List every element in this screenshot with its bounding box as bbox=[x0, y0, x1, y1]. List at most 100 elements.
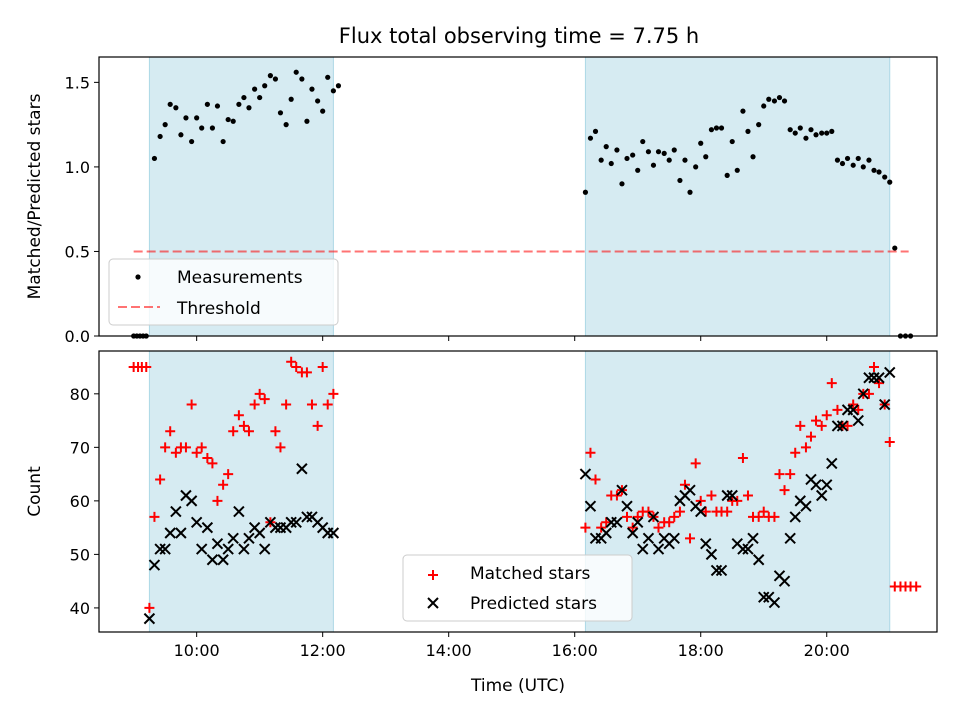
measurement-point bbox=[829, 128, 835, 134]
matched-marker bbox=[249, 399, 260, 410]
observing-band-1 bbox=[148, 350, 334, 633]
predicted-marker bbox=[821, 479, 833, 491]
measurement-point bbox=[277, 110, 284, 116]
legend-predicted-label: Predicted stars bbox=[470, 594, 597, 614]
predicted-marker bbox=[600, 527, 612, 539]
matched-marker bbox=[853, 404, 864, 415]
matched-marker bbox=[301, 367, 312, 378]
measurement-point bbox=[671, 147, 677, 153]
measurement-point bbox=[750, 154, 756, 160]
matched-marker bbox=[165, 426, 176, 437]
predicted-marker bbox=[159, 543, 171, 555]
matched-marker bbox=[627, 522, 638, 533]
predicted-marker bbox=[611, 516, 623, 528]
measurement-point bbox=[661, 150, 667, 156]
measurement-point bbox=[209, 125, 216, 131]
matched-marker bbox=[795, 420, 806, 431]
legend-matched-label: Matched stars bbox=[470, 564, 590, 584]
top-panel: 0.0 0.5 1.0 1.5 Matched/Predicted stars Measu… bbox=[25, 56, 938, 346]
predicted-marker bbox=[863, 372, 875, 384]
chart-title: Flux total observing time = 7.75 h bbox=[339, 24, 699, 48]
matched-marker bbox=[601, 517, 612, 528]
matched-marker bbox=[779, 485, 790, 496]
measurement-point bbox=[693, 164, 699, 170]
measurement-point bbox=[645, 149, 652, 155]
predicted-marker bbox=[170, 505, 182, 518]
matched-marker bbox=[228, 426, 239, 437]
predicted-marker bbox=[584, 500, 597, 512]
x-tick-label: 14:00 bbox=[426, 641, 472, 660]
matched-marker bbox=[611, 490, 622, 501]
measurement-point bbox=[236, 101, 242, 107]
measurement-point bbox=[756, 122, 762, 128]
predicted-marker bbox=[857, 388, 869, 400]
matched-marker bbox=[785, 469, 796, 480]
measurement-point bbox=[225, 116, 231, 123]
predicted-marker bbox=[285, 516, 297, 528]
y-tick-label: 70 bbox=[70, 438, 90, 457]
matched-marker bbox=[281, 399, 292, 410]
matched-marker bbox=[774, 469, 785, 480]
matched-marker bbox=[848, 399, 859, 410]
measurement-point bbox=[871, 167, 877, 173]
legend-measurements-label: Measurements bbox=[177, 268, 303, 288]
matched-marker bbox=[191, 447, 202, 458]
bottom-panel: 40 50 60 70 80 10:00 12:00 14:00 16:00 18:00 20:00… bbox=[25, 350, 938, 696]
matched-marker bbox=[286, 356, 297, 367]
matched-marker bbox=[622, 511, 633, 522]
predicted-marker bbox=[737, 543, 749, 555]
matched-marker bbox=[180, 442, 191, 453]
legend-predicted-marker bbox=[427, 597, 439, 609]
measurement-point bbox=[582, 189, 589, 195]
predicted-marker bbox=[700, 537, 712, 550]
matched-marker bbox=[669, 511, 680, 522]
measurement-point bbox=[855, 155, 861, 162]
measurement-point bbox=[839, 160, 846, 167]
predicted-marker bbox=[621, 500, 633, 512]
predicted-marker bbox=[768, 596, 781, 609]
matched-marker bbox=[254, 388, 265, 399]
matched-marker bbox=[706, 490, 717, 501]
predicted-marker bbox=[327, 527, 340, 539]
matched-marker bbox=[580, 522, 591, 533]
matched-marker bbox=[643, 506, 654, 517]
x-tick-label: 10:00 bbox=[174, 641, 220, 660]
matched-marker bbox=[160, 442, 171, 453]
measurement-point bbox=[729, 138, 735, 145]
legend-matched-marker bbox=[428, 570, 438, 580]
measurement-point bbox=[866, 157, 872, 163]
x-axis-label: Time (UTC) bbox=[470, 676, 565, 696]
predicted-marker bbox=[815, 489, 828, 502]
measurement-point bbox=[151, 155, 158, 162]
predicted-marker bbox=[301, 511, 313, 523]
measurement-point bbox=[283, 122, 289, 128]
measurement-point bbox=[608, 160, 614, 167]
predicted-marker bbox=[726, 489, 738, 502]
matched-marker bbox=[141, 362, 152, 373]
measurement-point bbox=[819, 130, 825, 136]
measurement-point bbox=[635, 167, 641, 173]
predicted-marker bbox=[705, 548, 718, 561]
y-axis-label: Count bbox=[25, 466, 45, 517]
matched-marker bbox=[243, 426, 254, 437]
measurement-point bbox=[824, 130, 830, 136]
measurement-point bbox=[587, 135, 594, 141]
matched-marker bbox=[790, 447, 801, 458]
predicted-marker bbox=[227, 532, 239, 545]
y-tick-label: 1.0 bbox=[65, 158, 90, 177]
measurement-point bbox=[330, 88, 336, 94]
measurement-point bbox=[724, 172, 730, 178]
matched-marker bbox=[585, 447, 596, 458]
matched-marker bbox=[679, 479, 690, 490]
measurement-point bbox=[698, 140, 704, 146]
y-tick-label: 40 bbox=[70, 599, 90, 618]
predicted-marker bbox=[826, 457, 838, 470]
predicted-marker bbox=[217, 554, 229, 566]
predicted-marker bbox=[873, 372, 885, 384]
predicted-marker bbox=[259, 543, 271, 555]
measurement-point bbox=[677, 177, 683, 184]
matched-marker bbox=[155, 474, 166, 485]
predicted-marker bbox=[668, 532, 680, 545]
legend-bottom: Matched stars Predicted stars bbox=[402, 554, 633, 622]
x-tick-label: 20:00 bbox=[804, 641, 850, 660]
